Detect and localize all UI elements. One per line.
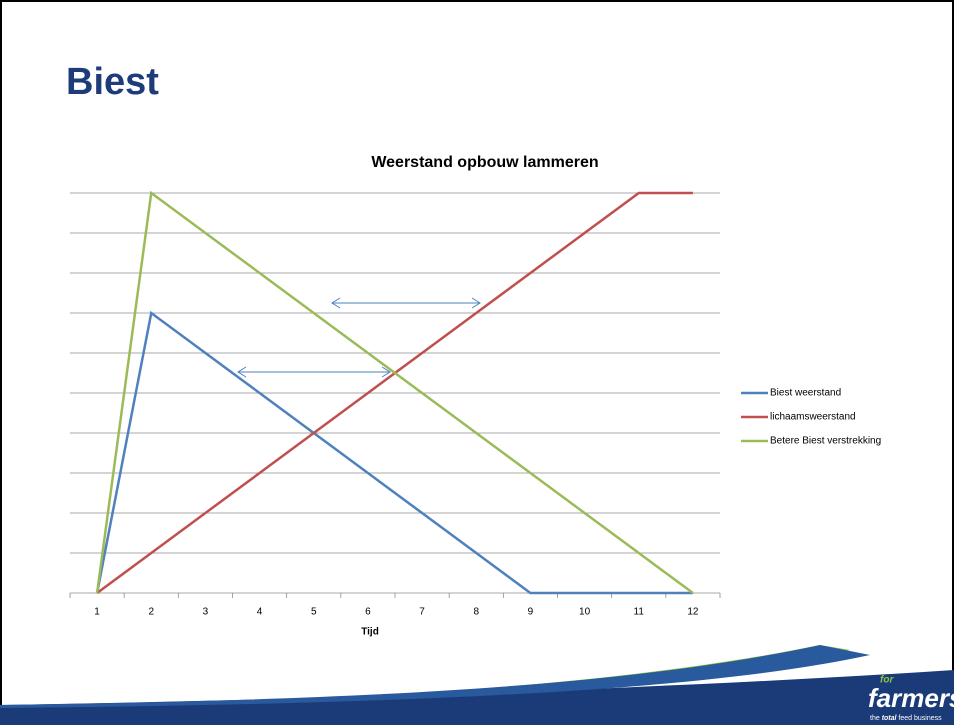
x-tick-label: 1 <box>94 607 100 618</box>
footer-swoosh <box>0 645 870 708</box>
legend-label: Betere Biest verstrekking <box>770 436 881 447</box>
series-line <box>95 190 694 595</box>
tagline-end: feed business <box>898 715 942 722</box>
x-tick-label: 3 <box>203 607 209 618</box>
x-tick-label: 12 <box>687 607 699 618</box>
slide-title: Biest <box>66 61 159 103</box>
x-tick-label: 2 <box>148 607 154 618</box>
x-tick-label: 9 <box>528 607 534 618</box>
footer-band <box>0 670 954 725</box>
x-tick-label: 8 <box>473 607 479 618</box>
legend-label: Biest weerstand <box>770 388 841 399</box>
chart-title: Weerstand opbouw lammeren <box>371 154 598 171</box>
tagline-start: the <box>870 715 880 722</box>
x-tick-label: 6 <box>365 607 371 618</box>
x-tick-label: 4 <box>257 607 263 618</box>
x-tick-label: 7 <box>419 607 425 618</box>
logo-tagline: the total feed business <box>870 715 942 722</box>
tagline-bold: total <box>882 715 898 722</box>
x-axis-label: Tijd <box>361 627 379 638</box>
logo-name: farmers <box>868 683 954 713</box>
logo-prefix: for <box>880 675 894 686</box>
annotations <box>237 297 481 378</box>
x-tick-label: 5 <box>311 607 317 618</box>
arrow <box>331 297 481 309</box>
x-tick-label: 10 <box>579 607 591 618</box>
legend-label: lichaamsweerstand <box>770 412 856 423</box>
x-tick-label: 11 <box>634 607 645 618</box>
series-line <box>95 310 693 595</box>
arrow <box>237 366 391 378</box>
footer: for farmers the total feed business <box>0 645 954 725</box>
